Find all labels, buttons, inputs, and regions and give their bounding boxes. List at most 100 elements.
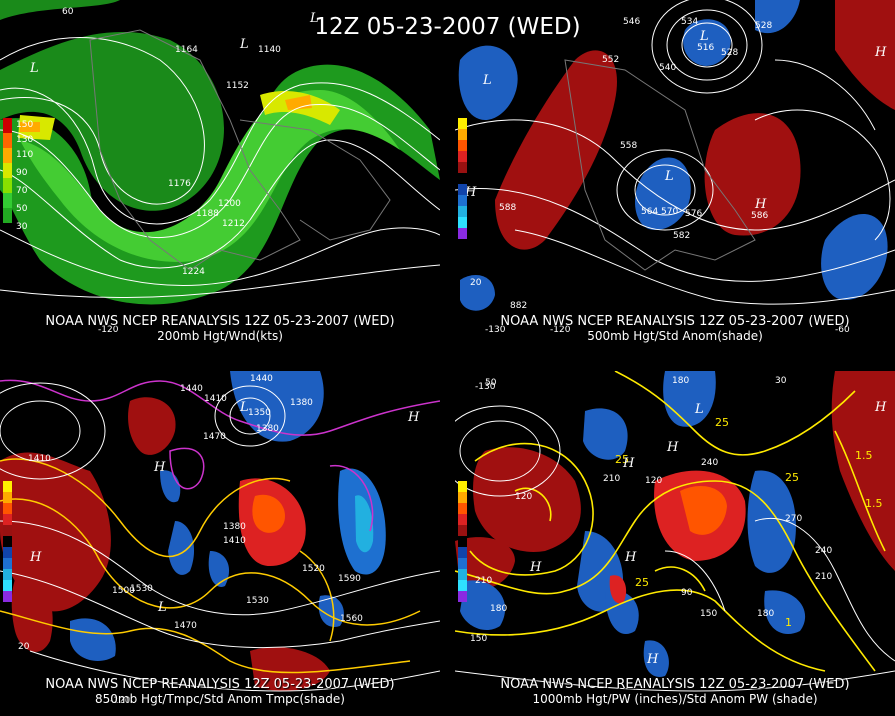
svg-text:1.5: 1.5 xyxy=(865,497,883,510)
svg-text:1140: 1140 xyxy=(258,45,281,55)
svg-text:270: 270 xyxy=(785,514,802,524)
svg-text:180: 180 xyxy=(672,376,689,386)
svg-text:210: 210 xyxy=(815,572,832,582)
svg-text:540: 540 xyxy=(659,63,676,73)
panel-credit: NOAA NWS NCEP REANALYSIS 12Z 05-23-2007 … xyxy=(0,314,440,344)
panel-credit: NOAA NWS NCEP REANALYSIS 12Z 05-23-2007 … xyxy=(455,314,895,344)
svg-text:90: 90 xyxy=(681,588,693,598)
svg-text:H: H xyxy=(624,550,637,565)
map-1000mb-svg: 180 120 120 90 210 240 270 150 180 210 2… xyxy=(455,371,895,716)
map-850mb-svg: 1440 1440 1410 1470 1350 1380 1380 1380 … xyxy=(0,371,440,716)
svg-text:-130: -130 xyxy=(485,325,506,335)
legend-label: 30 xyxy=(16,222,28,232)
svg-text:564: 564 xyxy=(641,207,658,217)
svg-text:1560: 1560 xyxy=(340,614,363,624)
credit-line: NOAA NWS NCEP REANALYSIS 12Z 05-23-2007 … xyxy=(45,314,395,329)
svg-text:H: H xyxy=(29,550,42,565)
map-panel-1000mb-pw: 180 120 120 90 210 240 270 150 180 210 2… xyxy=(455,371,895,716)
svg-text:528: 528 xyxy=(755,21,772,31)
legend-label: 130 xyxy=(16,135,34,145)
svg-text:60: 60 xyxy=(62,7,74,17)
svg-text:H: H xyxy=(874,400,887,415)
svg-text:-120: -120 xyxy=(550,325,571,335)
svg-text:552: 552 xyxy=(602,55,619,65)
svg-text:25: 25 xyxy=(785,471,799,484)
map-200mb-svg: 1164 1140 1152 1176 1188 1200 1212 1224 … xyxy=(0,0,440,345)
map-panel-850mb: 1440 1440 1410 1470 1350 1380 1380 1380 … xyxy=(0,371,440,716)
wind-speed-legend: 150 130 110 90 70 50 30 xyxy=(3,118,33,232)
svg-text:1176: 1176 xyxy=(168,179,191,189)
svg-text:582: 582 xyxy=(673,231,690,241)
svg-text:1520: 1520 xyxy=(302,564,325,574)
svg-text:1152: 1152 xyxy=(226,81,249,91)
svg-text:L: L xyxy=(29,61,39,76)
legend-label: 110 xyxy=(16,150,34,160)
svg-text:1200: 1200 xyxy=(218,199,241,209)
svg-text:1590: 1590 xyxy=(338,574,361,584)
svg-text:534: 534 xyxy=(681,17,698,27)
panel-subtitle: 500mb Hgt/Std Anom(shade) xyxy=(587,329,763,343)
svg-text:150: 150 xyxy=(700,609,717,619)
svg-text:L: L xyxy=(157,600,167,615)
svg-text:1470: 1470 xyxy=(203,432,226,442)
svg-text:180: 180 xyxy=(757,609,774,619)
svg-text:150: 150 xyxy=(470,634,487,644)
svg-text:576: 576 xyxy=(685,209,702,219)
std-anom-legend xyxy=(3,481,12,602)
svg-text:528: 528 xyxy=(721,48,738,58)
svg-text:882: 882 xyxy=(510,301,527,311)
svg-text:H: H xyxy=(153,460,166,475)
svg-text:1350: 1350 xyxy=(248,408,271,418)
svg-text:1500: 1500 xyxy=(112,586,135,596)
svg-text:H: H xyxy=(646,652,659,667)
svg-text:H: H xyxy=(874,45,887,60)
svg-text:50: 50 xyxy=(485,378,497,388)
svg-text:120: 120 xyxy=(515,492,532,502)
svg-text:586: 586 xyxy=(751,211,768,221)
svg-text:1440: 1440 xyxy=(250,374,273,384)
svg-text:-120: -120 xyxy=(98,325,119,335)
svg-text:L: L xyxy=(694,402,704,417)
legend-label: 90 xyxy=(16,168,28,178)
svg-text:1410: 1410 xyxy=(28,454,51,464)
std-anom-legend xyxy=(458,118,467,239)
svg-text:516: 516 xyxy=(697,43,714,53)
credit-line: NOAA NWS NCEP REANALYSIS 12Z 05-23-2007 … xyxy=(500,314,850,329)
svg-text:570: 570 xyxy=(661,207,678,217)
svg-text:1: 1 xyxy=(785,616,792,629)
svg-text:20: 20 xyxy=(470,278,482,288)
svg-text:-120: -120 xyxy=(110,696,131,706)
svg-text:H: H xyxy=(407,410,420,425)
svg-text:L: L xyxy=(664,169,674,184)
svg-text:1440: 1440 xyxy=(180,384,203,394)
svg-text:240: 240 xyxy=(815,546,832,556)
svg-text:1164: 1164 xyxy=(175,45,198,55)
svg-text:-130: -130 xyxy=(475,382,496,392)
credit-line: NOAA NWS NCEP REANALYSIS 12Z 05-23-2007 … xyxy=(500,677,850,692)
legend-label: 150 xyxy=(16,120,34,130)
std-anom-legend xyxy=(458,481,467,602)
svg-text:1224: 1224 xyxy=(182,267,205,277)
svg-text:1.5: 1.5 xyxy=(855,449,873,462)
svg-text:25: 25 xyxy=(715,416,729,429)
svg-text:120: 120 xyxy=(645,476,662,486)
page-title: 12Z 05-23-2007 (WED) xyxy=(314,14,581,40)
svg-text:L: L xyxy=(482,73,492,88)
panel-subtitle: 1000mb Hgt/PW (inches)/Std Anom PW (shad… xyxy=(532,692,818,706)
svg-text:210: 210 xyxy=(475,576,492,586)
svg-text:25: 25 xyxy=(635,576,649,589)
svg-text:H: H xyxy=(666,440,679,455)
svg-text:588: 588 xyxy=(499,203,516,213)
svg-text:1380: 1380 xyxy=(223,522,246,532)
svg-text:20: 20 xyxy=(18,642,30,652)
svg-text:1188: 1188 xyxy=(196,209,219,219)
svg-text:1212: 1212 xyxy=(222,219,245,229)
svg-text:H: H xyxy=(622,456,635,471)
svg-text:240: 240 xyxy=(701,458,718,468)
svg-text:180: 180 xyxy=(490,604,507,614)
svg-text:546: 546 xyxy=(623,17,640,27)
svg-text:L: L xyxy=(699,29,709,44)
map-panel-200mb: 1164 1140 1152 1176 1188 1200 1212 1224 … xyxy=(0,0,440,345)
svg-text:1410: 1410 xyxy=(204,394,227,404)
svg-text:H: H xyxy=(529,560,542,575)
